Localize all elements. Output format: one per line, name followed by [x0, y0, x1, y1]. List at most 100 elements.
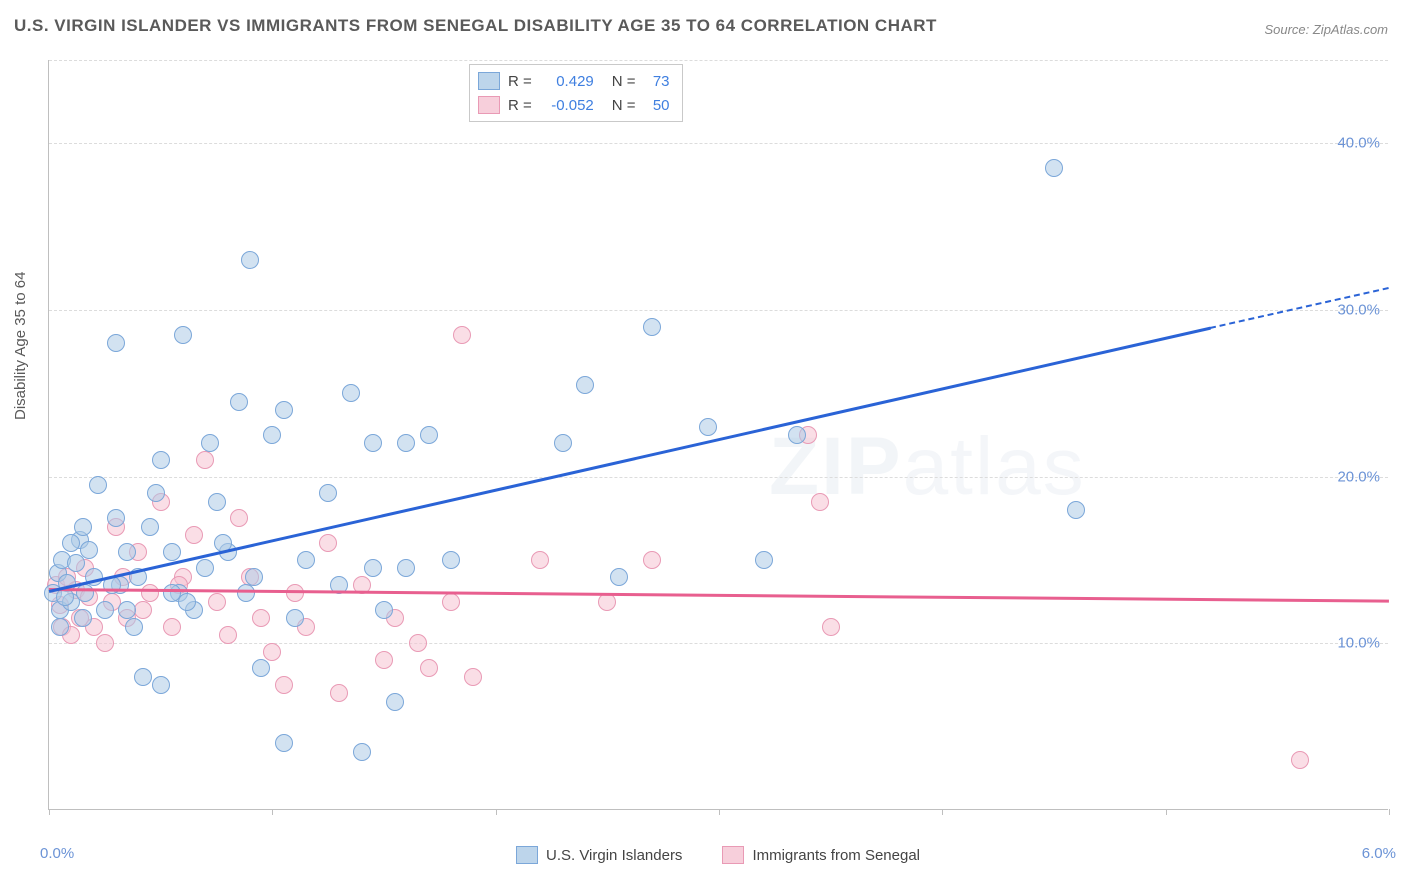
data-point-b: [420, 659, 438, 677]
x-tick: [496, 809, 497, 815]
data-point-b: [643, 551, 661, 569]
legend-item-b: Immigrants from Senegal: [722, 846, 920, 864]
data-point-b: [464, 668, 482, 686]
data-point-a: [245, 568, 263, 586]
data-point-b: [230, 509, 248, 527]
data-point-a: [297, 551, 315, 569]
data-point-a: [397, 434, 415, 452]
data-point-a: [286, 609, 304, 627]
data-point-b: [442, 593, 460, 611]
data-point-a: [107, 334, 125, 352]
x-tick: [49, 809, 50, 815]
n-value-a: 73: [642, 73, 670, 90]
data-point-a: [80, 541, 98, 559]
data-point-b: [134, 601, 152, 619]
data-point-a: [241, 251, 259, 269]
x-tick: [272, 809, 273, 815]
data-point-a: [788, 426, 806, 444]
data-point-a: [397, 559, 415, 577]
y-tick-label: 20.0%: [1337, 468, 1380, 485]
data-point-a: [442, 551, 460, 569]
data-point-a: [420, 426, 438, 444]
data-point-b: [531, 551, 549, 569]
data-point-a: [118, 543, 136, 561]
data-point-a: [208, 493, 226, 511]
gridline: [49, 143, 1388, 144]
data-point-a: [196, 559, 214, 577]
data-point-a: [147, 484, 165, 502]
plot-area: ZIPatlas R = 0.429 N = 73 R = -0.052 N =…: [48, 60, 1388, 810]
data-point-b: [263, 643, 281, 661]
gridline: [49, 477, 1388, 478]
data-point-b: [1291, 751, 1309, 769]
data-point-a: [364, 434, 382, 452]
data-point-a: [96, 601, 114, 619]
data-point-a: [230, 393, 248, 411]
data-point-a: [386, 693, 404, 711]
gridline: [49, 310, 1388, 311]
series-a-label: U.S. Virgin Islanders: [546, 847, 682, 864]
data-point-a: [319, 484, 337, 502]
data-point-a: [342, 384, 360, 402]
data-point-a: [76, 584, 94, 602]
source-attribution: Source: ZipAtlas.com: [1264, 22, 1388, 37]
data-point-a: [699, 418, 717, 436]
chart-title: U.S. VIRGIN ISLANDER VS IMMIGRANTS FROM …: [14, 16, 937, 36]
legend-row-a: R = 0.429 N = 73: [478, 69, 670, 93]
data-point-a: [74, 518, 92, 536]
r-value-a: 0.429: [538, 73, 594, 90]
data-point-a: [263, 426, 281, 444]
y-axis-label: Disability Age 35 to 64: [12, 272, 29, 420]
data-point-a: [134, 668, 152, 686]
r-value-b: -0.052: [538, 97, 594, 114]
data-point-a: [643, 318, 661, 336]
data-point-a: [201, 434, 219, 452]
data-point-a: [51, 618, 69, 636]
gridline: [49, 60, 1388, 61]
data-point-b: [275, 676, 293, 694]
data-point-b: [96, 634, 114, 652]
y-tick-label: 10.0%: [1337, 635, 1380, 652]
data-point-a: [163, 543, 181, 561]
data-point-a: [237, 584, 255, 602]
watermark-thin: atlas: [903, 421, 1086, 512]
x-tick: [1166, 809, 1167, 815]
data-point-a: [141, 518, 159, 536]
data-point-b: [409, 634, 427, 652]
data-point-b: [811, 493, 829, 511]
n-label: N =: [612, 73, 636, 90]
y-tick-label: 40.0%: [1337, 135, 1380, 152]
data-point-b: [219, 626, 237, 644]
y-tick-label: 30.0%: [1337, 302, 1380, 319]
data-point-b: [208, 593, 226, 611]
data-point-a: [174, 326, 192, 344]
swatch-series-a: [478, 72, 500, 90]
data-point-a: [89, 476, 107, 494]
r-label: R =: [508, 73, 532, 90]
data-point-a: [107, 509, 125, 527]
data-point-a: [375, 601, 393, 619]
data-point-a: [275, 401, 293, 419]
data-point-b: [252, 609, 270, 627]
swatch-series-b: [478, 96, 500, 114]
data-point-a: [74, 609, 92, 627]
data-point-a: [554, 434, 572, 452]
data-point-a: [353, 743, 371, 761]
data-point-a: [152, 451, 170, 469]
data-point-a: [163, 584, 181, 602]
legend-row-b: R = -0.052 N = 50: [478, 93, 670, 117]
data-point-b: [141, 584, 159, 602]
data-point-a: [178, 593, 196, 611]
data-point-b: [185, 526, 203, 544]
n-label: N =: [612, 97, 636, 114]
data-point-a: [275, 734, 293, 752]
data-point-a: [125, 618, 143, 636]
series-legend: U.S. Virgin Islanders Immigrants from Se…: [48, 846, 1388, 864]
data-point-b: [196, 451, 214, 469]
swatch-series-a: [516, 846, 538, 864]
data-point-a: [364, 559, 382, 577]
data-point-a: [152, 676, 170, 694]
data-point-a: [1067, 501, 1085, 519]
data-point-a: [610, 568, 628, 586]
data-point-b: [319, 534, 337, 552]
